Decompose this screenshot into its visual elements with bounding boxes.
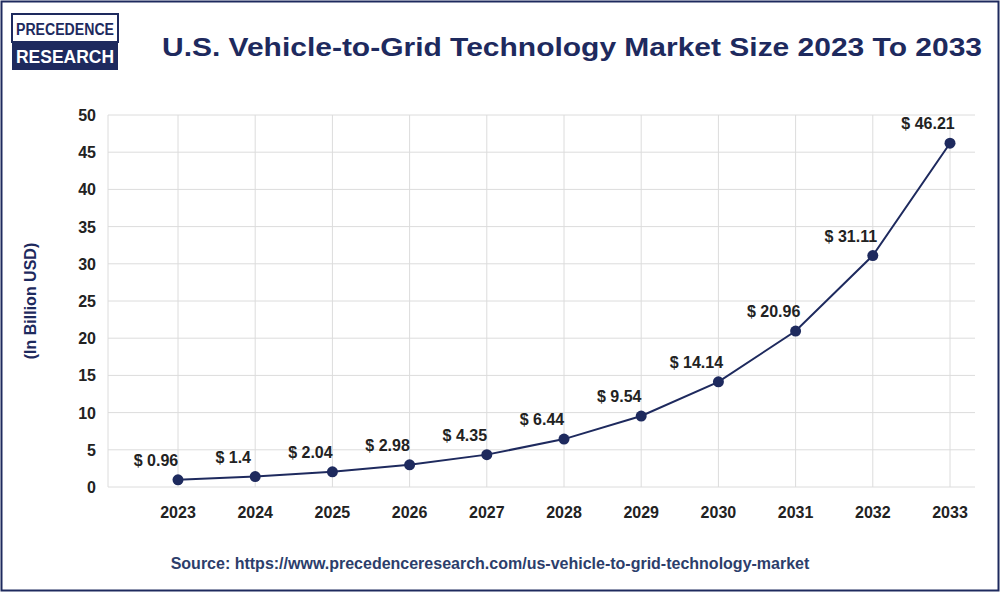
grid-line	[795, 115, 796, 487]
grid-line	[332, 115, 333, 487]
data-label: $ 0.96	[134, 452, 179, 469]
grid-line	[108, 152, 975, 153]
point	[250, 471, 261, 482]
logo-text: PRECEDENCE	[16, 21, 114, 38]
x-tick-label: 2025	[315, 504, 351, 521]
point	[636, 411, 647, 422]
point	[945, 138, 956, 149]
grid-line	[108, 263, 975, 264]
source-note: Source: https://www.precedenceresearch.c…	[171, 555, 810, 572]
y-tick-label: 45	[78, 144, 96, 161]
data-label: $ 2.04	[288, 444, 333, 461]
point	[327, 466, 338, 477]
x-tick-label: 2024	[237, 504, 273, 521]
grid-line	[178, 115, 179, 487]
point	[867, 250, 878, 261]
x-tick-label: 2031	[778, 504, 814, 521]
grid-line	[108, 189, 975, 190]
series-group	[173, 138, 956, 486]
y-tick-label: 15	[78, 367, 96, 384]
logo-box	[12, 14, 118, 42]
grid-line	[108, 301, 975, 302]
logo-box	[12, 42, 118, 70]
y-tick-label: 40	[78, 181, 96, 198]
data-label: $ 20.96	[747, 303, 800, 320]
y-tick-label: 20	[78, 330, 96, 347]
title: U.S. Vehicle-to-Grid Technology Market S…	[162, 33, 982, 61]
grid-line	[872, 115, 873, 487]
y-tick-label: 25	[78, 293, 96, 310]
data-label: $ 4.35	[443, 427, 488, 444]
grid-line	[950, 115, 951, 487]
y-tick-label: 0	[87, 479, 96, 496]
chart-root: PRECEDENCE RESEARCH Source: https://www.pr…	[0, 0, 1000, 592]
grid-line	[108, 115, 975, 116]
data-label: $ 31.11	[825, 228, 878, 245]
point	[790, 326, 801, 337]
y-axis-label: (In Billion USD)	[22, 243, 39, 359]
data-label: $ 2.98	[365, 437, 410, 454]
data-label: $ 9.54	[597, 388, 642, 405]
grid-line	[641, 115, 642, 487]
grid-line	[409, 115, 410, 487]
data-label: $ 14.14	[670, 354, 723, 371]
y-tick-label: 5	[87, 442, 96, 459]
line	[178, 143, 950, 480]
data-label: $ 46.21	[901, 115, 954, 132]
grid-line	[108, 487, 975, 488]
y-axis-line	[108, 115, 109, 487]
grid-line	[108, 338, 975, 339]
y-tick-label: 50	[78, 107, 96, 124]
x-tick-label: 2032	[855, 504, 891, 521]
x-tick-label: 2023	[160, 504, 196, 521]
y-tick-label: 10	[78, 405, 96, 422]
frame	[2, 2, 999, 591]
grid-line	[108, 375, 975, 376]
logo-text: RESEARCH	[16, 47, 114, 67]
grid-line	[255, 115, 256, 487]
y-tick-label: 35	[78, 219, 96, 236]
point	[713, 376, 724, 387]
x-tick-label: 2026	[392, 504, 428, 521]
x-tick-label: 2030	[701, 504, 737, 521]
x-tick-label: 2029	[623, 504, 659, 521]
background	[0, 0, 1000, 592]
x-tick-label: 2033	[932, 504, 968, 521]
point	[173, 474, 184, 485]
x-tick-label: 2028	[546, 504, 582, 521]
x-tick-label: 2027	[469, 504, 505, 521]
grid-line	[564, 115, 565, 487]
point	[559, 434, 570, 445]
point	[404, 459, 415, 470]
point	[481, 449, 492, 460]
data-label: $ 1.4	[215, 449, 251, 466]
y-tick-label: 30	[78, 256, 96, 273]
data-label: $ 6.44	[520, 411, 565, 428]
grid-line	[718, 115, 719, 487]
